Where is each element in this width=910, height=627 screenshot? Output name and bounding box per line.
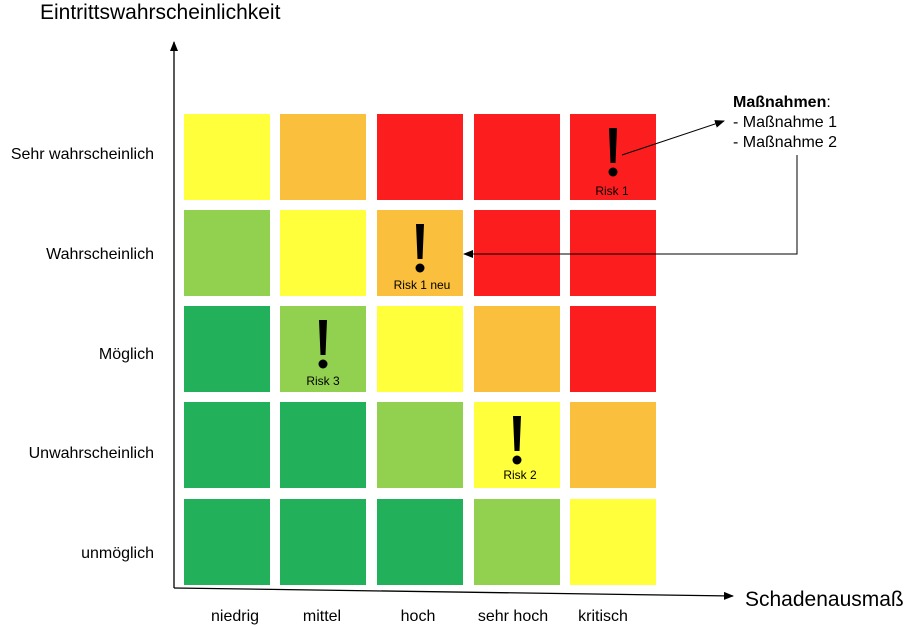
matrix-cell-0-0 [184,114,270,200]
risk1-to-measures-arrow [621,120,725,156]
matrix-cell-3-1 [280,402,366,488]
exclamation-icon [415,224,425,273]
matrix-cell-1-3 [474,210,560,296]
matrix-cell-1-0 [184,210,270,296]
risk-markers [318,128,618,465]
matrix-cell-4-0 [184,499,270,585]
matrix-cell-2-4 [570,306,656,392]
measures-to-risk1neu-arrow [463,155,798,258]
matrix-cell-1-1 [280,210,366,296]
matrix-cell-0-1 [280,114,366,200]
matrix-cell-4-4 [570,499,656,585]
matrix-cells [184,114,656,585]
exclamation-icon [512,416,522,465]
matrix-cell-3-2 [377,402,463,488]
matrix-cell-3-0 [184,402,270,488]
matrix-cell-3-4 [570,402,656,488]
matrix-cell-2-2 [377,306,463,392]
exclamation-icon [318,320,328,369]
matrix-cell-0-2 [377,114,463,200]
matrix-cell-0-3 [474,114,560,200]
exclamation-icon [608,128,618,177]
matrix-cell-4-3 [474,499,560,585]
matrix-cell-1-4 [570,210,656,296]
matrix-cell-2-0 [184,306,270,392]
matrix-cell-2-3 [474,306,560,392]
matrix-cell-4-2 [377,499,463,585]
matrix-cell-4-1 [280,499,366,585]
x-axis [173,587,734,600]
